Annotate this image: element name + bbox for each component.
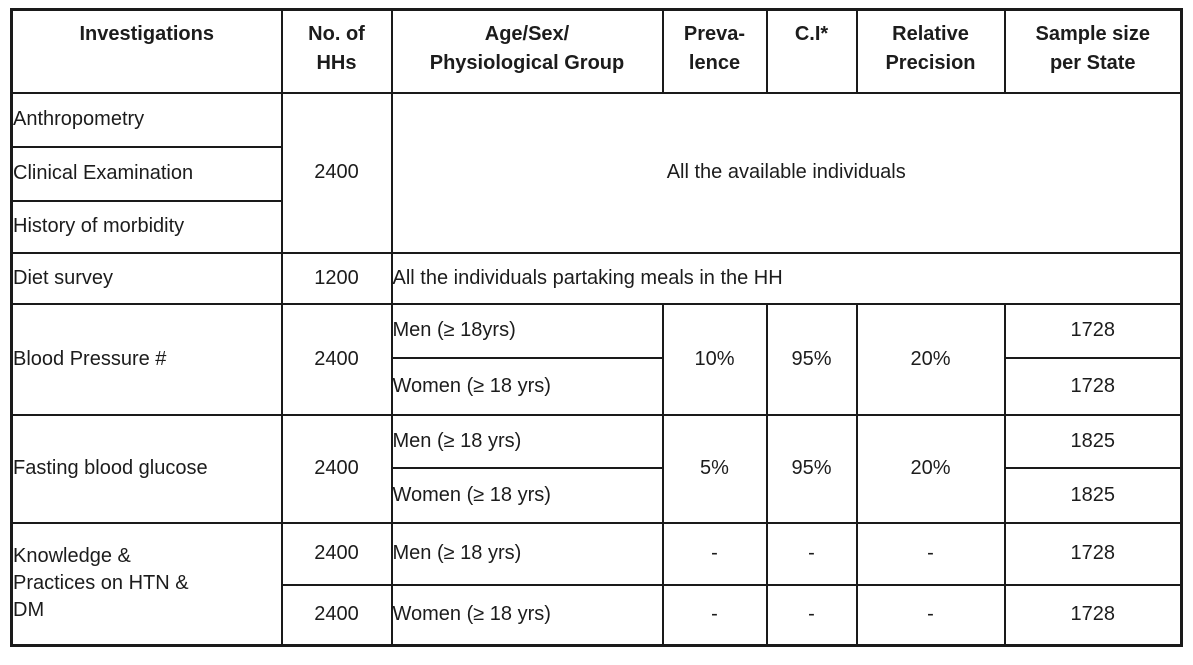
cell-bp-prevalence: 10%: [661, 302, 768, 416]
table-row-blood-pressure-men: Blood Pressure # 2400 Men (≥ 18yrs) 10% …: [10, 302, 1183, 416]
header-prevalence: Preva- lence: [661, 8, 768, 94]
header-no-of-hhs: No. of HHs: [280, 8, 393, 94]
cell-knowledge-practices: Knowledge & Practices on HTN & DM: [10, 521, 283, 647]
table-row-diet-survey: Diet survey 1200 All the individuals par…: [10, 251, 1183, 305]
cell-knowledge-women-sample: 1728: [1003, 583, 1183, 647]
cell-bp-hhs: 2400: [280, 302, 393, 416]
header-row: Investigations No. of HHs Age/Sex/ Physi…: [10, 8, 1183, 94]
cell-knowledge-men-prevalence: -: [661, 521, 768, 586]
header-ci: C.I*: [765, 8, 858, 94]
table-row-anthropometry: Anthropometry 2400 All the available ind…: [10, 91, 1183, 254]
cell-fbg-men-sample: 1825: [1003, 413, 1183, 469]
cell-knowledge-men-group: Men (≥ 18 yrs): [390, 521, 664, 586]
cell-fbg-women-group: Women (≥ 18 yrs): [390, 466, 664, 524]
cell-diet-survey: Diet survey: [10, 251, 283, 305]
table-row-fasting-glucose-women: Women (≥ 18 yrs) 1825: [12, 466, 1183, 524]
table-row-knowledge-women: 2400 Women (≥ 18 yrs) - - - 1728: [12, 583, 1183, 647]
cell-fbg-ci: 95%: [765, 413, 858, 524]
cell-bp-relative-precision: 20%: [855, 302, 1006, 416]
cell-bp-men-group: Men (≥ 18yrs): [390, 302, 664, 359]
table-row-clinical: Clinical Examination: [10, 145, 1182, 202]
cell-fbg-women-sample: 1825: [1003, 466, 1183, 524]
cell-knowledge-women-hhs: 2400: [280, 583, 393, 647]
header-sample-size: Sample size per State: [1003, 8, 1183, 94]
table-row-morbidity: History of morbidity: [10, 199, 1182, 254]
cell-diet-note: All the individuals partaking meals in t…: [390, 251, 1183, 305]
cell-available-hhs: 2400: [280, 91, 393, 254]
cell-fbg-relative-precision: 20%: [855, 413, 1006, 524]
cell-bp-ci: 95%: [765, 302, 858, 416]
cell-knowledge-men-relative-precision: -: [855, 521, 1006, 586]
cell-bp-women-sample: 1728: [1003, 356, 1183, 416]
cell-bp-men-sample: 1728: [1003, 302, 1183, 359]
cell-knowledge-men-sample: 1728: [1003, 521, 1183, 586]
cell-bp-women-group: Women (≥ 18 yrs): [390, 356, 664, 416]
cell-knowledge-men-ci: -: [765, 521, 858, 586]
header-age-sex-group: Age/Sex/ Physiological Group: [390, 8, 664, 94]
cell-knowledge-women-relative-precision: -: [855, 583, 1006, 647]
sampling-plan-table: Investigations No. of HHs Age/Sex/ Physi…: [10, 8, 1183, 647]
cell-fbg-hhs: 2400: [280, 413, 393, 524]
cell-knowledge-women-ci: -: [765, 583, 858, 647]
cell-diet-hhs: 1200: [280, 251, 393, 305]
cell-clinical-examination: Clinical Examination: [10, 145, 283, 202]
cell-available-note: All the available individuals: [390, 91, 1183, 254]
table-row-fasting-glucose-men: Fasting blood glucose 2400 Men (≥ 18 yrs…: [10, 413, 1183, 524]
cell-history-of-morbidity: History of morbidity: [10, 199, 283, 254]
cell-fbg-men-group: Men (≥ 18 yrs): [390, 413, 664, 469]
cell-anthropometry: Anthropometry: [10, 91, 283, 148]
cell-knowledge-men-hhs: 2400: [280, 521, 393, 586]
header-relative-precision: Relative Precision: [855, 8, 1006, 94]
cell-fasting-glucose: Fasting blood glucose: [10, 413, 283, 524]
cell-knowledge-women-prevalence: -: [661, 583, 768, 647]
table-row-blood-pressure-women: Women (≥ 18 yrs) 1728: [12, 356, 1183, 416]
header-investigations: Investigations: [10, 8, 283, 94]
cell-blood-pressure: Blood Pressure #: [10, 302, 283, 416]
cell-knowledge-women-group: Women (≥ 18 yrs): [390, 583, 664, 647]
cell-fbg-prevalence: 5%: [661, 413, 768, 524]
table-row-knowledge-men: Knowledge & Practices on HTN & DM 2400 M…: [10, 521, 1183, 647]
